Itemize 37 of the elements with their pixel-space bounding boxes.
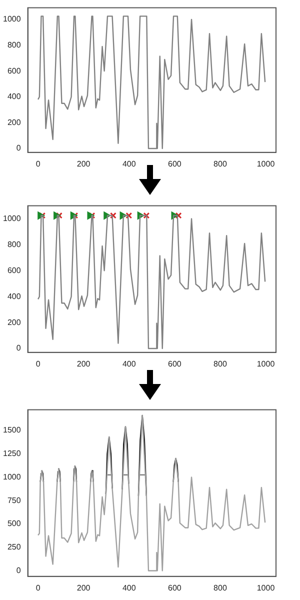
x-tick-label: 600 (168, 159, 182, 168)
y-tick-label: 200 (7, 318, 22, 327)
x-tick-label: 800 (214, 159, 228, 168)
y-tick-label: 400 (7, 92, 22, 102)
x-tick-label: 600 (168, 359, 182, 368)
x-tick-label: 400 (122, 359, 136, 368)
y-tick-label: 1500 (3, 426, 22, 435)
x-tick-label: 0 (36, 159, 41, 168)
y-tick-label: 750 (7, 496, 22, 505)
x-tick-label: 400 (122, 583, 136, 592)
y-tick-label: 400 (7, 292, 22, 301)
y-tick-label: 250 (7, 542, 22, 552)
x-tick-label: 200 (76, 583, 91, 592)
x-tick-label: 1000 (256, 583, 276, 592)
y-tick-label: 0 (16, 144, 22, 153)
y-tick-label: 1250 (3, 448, 22, 458)
x-tick-label: 800 (214, 583, 228, 592)
y-tick-label: 1000 (3, 214, 22, 223)
y-tick-label: 200 (7, 118, 22, 127)
x-tick-label: 1000 (256, 159, 276, 168)
y-tick-label: 0 (16, 566, 22, 575)
x-tick-label: 200 (76, 359, 91, 368)
x-tick-label: 1000 (256, 359, 276, 368)
y-tick-label: 800 (7, 40, 22, 50)
y-tick-label: 600 (7, 266, 22, 275)
x-tick-label: 800 (214, 359, 228, 368)
x-tick-label: 600 (168, 583, 182, 592)
x-tick-label: 400 (122, 159, 136, 168)
x-tick-label: 0 (36, 583, 41, 592)
y-tick-label: 1000 (3, 472, 22, 482)
y-tick-label: 600 (7, 66, 22, 76)
y-tick-label: 1000 (3, 14, 22, 24)
y-tick-label: 0 (16, 344, 22, 353)
y-tick-label: 500 (7, 519, 22, 528)
y-tick-label: 800 (7, 240, 22, 249)
x-tick-label: 0 (36, 359, 41, 368)
x-tick-label: 200 (76, 159, 91, 168)
